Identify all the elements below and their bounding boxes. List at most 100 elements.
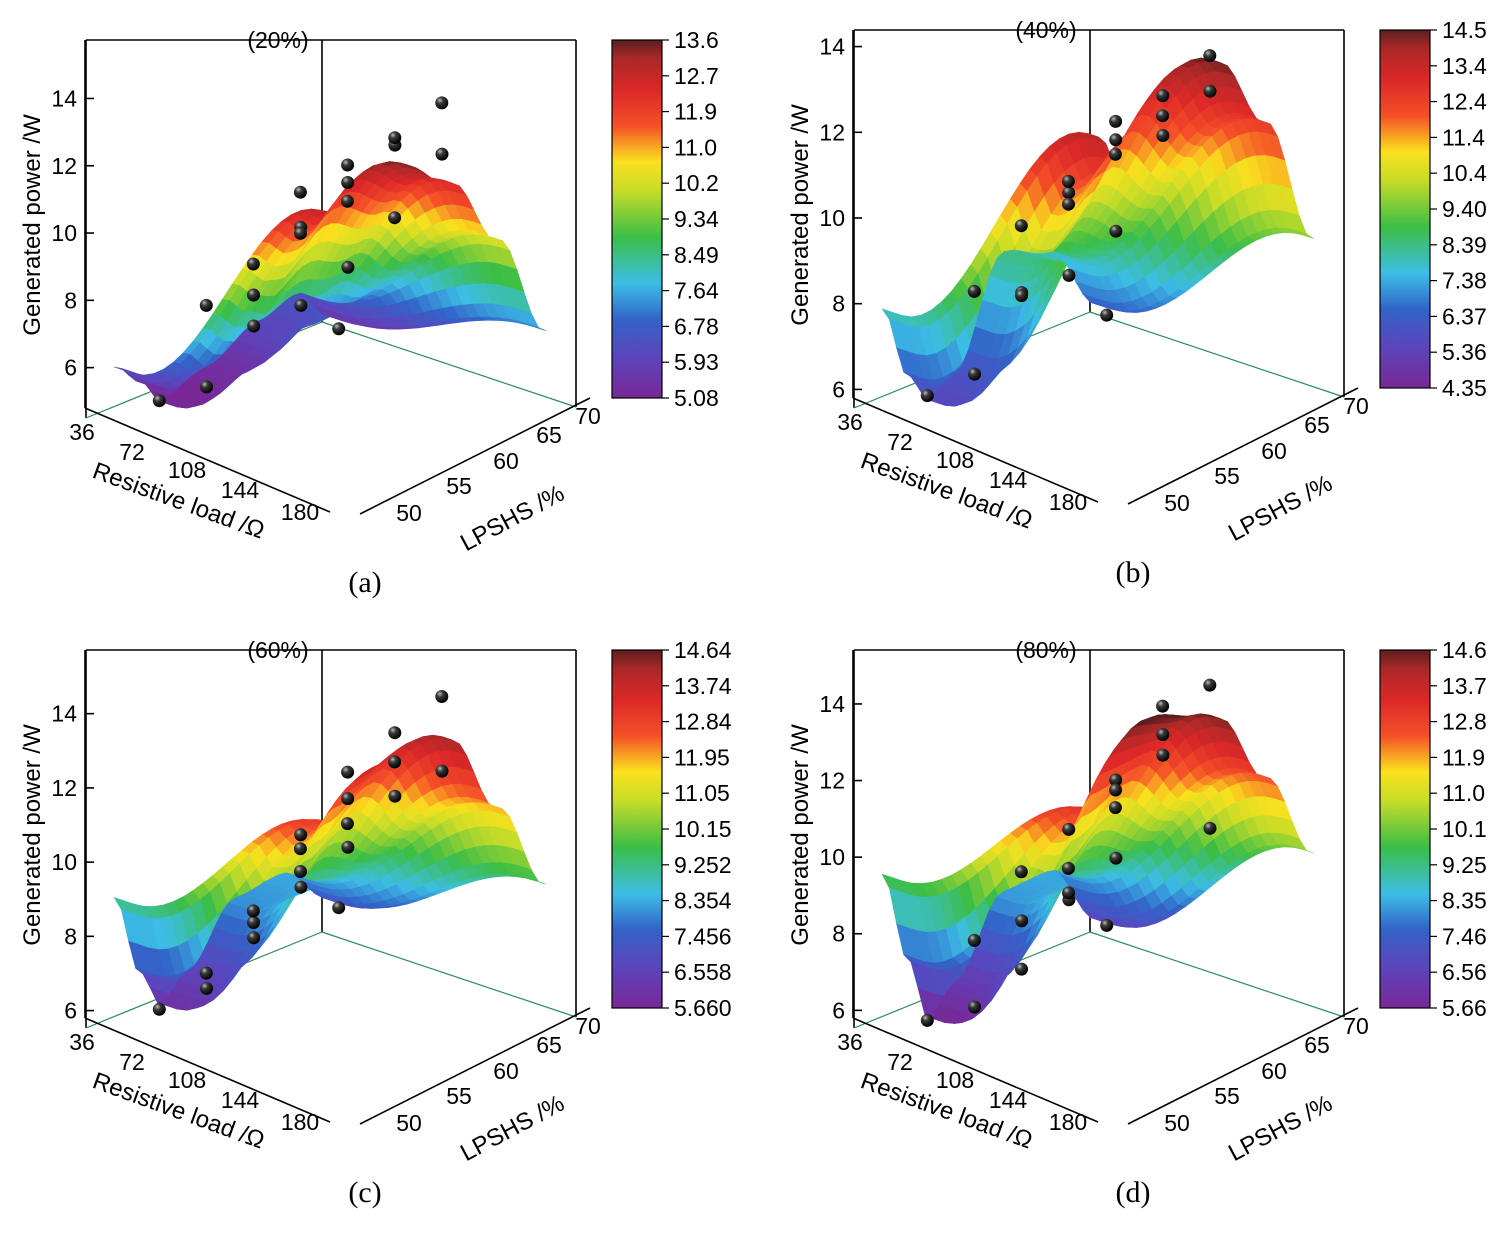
x-axis-line [84,1017,331,1123]
data-point [332,901,346,915]
colorbar-tick-label: 9.252 [674,852,732,878]
data-point [435,147,449,161]
z-tick-label: 10 [819,205,845,231]
data-point [1156,728,1170,741]
data-point [294,865,307,878]
data-point [968,367,981,381]
colorbar-tick-label: 13.6 [674,27,719,53]
data-point [1203,821,1217,835]
z-tick-label: 10 [51,220,77,246]
surface [113,734,546,1011]
y-tick-label: 60 [1261,1058,1287,1084]
data-point [340,194,354,208]
colorbar-tick-label: 11.05 [674,780,730,806]
x-tick-label: 108 [168,1067,206,1093]
data-point [967,284,981,298]
z-tick-label: 14 [51,701,77,727]
z-tick-label: 14 [819,34,845,60]
z-tick-label: 8 [64,287,77,313]
colorbar-tick-label: 14.6 [1442,637,1487,663]
data-point [1014,865,1028,879]
colorbar-tick-label: 12.84 [674,709,732,735]
data-point [435,764,449,778]
data-point [1109,783,1123,797]
colorbar-tick-label: 8.49 [674,242,719,268]
colorbar-tick-label: 11.9 [674,99,717,125]
colorbar: 14.6 13.7 12.8 11.9 11.0 10.1 9.25 8.35 7.46 6.56… [1379,637,1487,1021]
colorbar-tick-label: 7.64 [674,278,719,304]
y-tick-label: 55 [446,1083,472,1109]
data-point [1156,699,1170,713]
colorbar-tick-label: 13.4 [1442,53,1487,79]
x-axis-line [852,397,1099,503]
y-tick-label: 60 [493,448,519,474]
z-axis-label: Generated power /W [787,104,814,326]
colorbar-tick-label: 9.34 [674,206,719,232]
colorbar-tick-label: 5.36 [1442,339,1487,365]
colorbar-tick-label: 5.08 [674,385,719,411]
colorbar-tick-label: 11.0 [1442,780,1485,806]
surface [881,57,1314,407]
z-tick-label: 14 [819,691,845,717]
surface-cell [322,896,340,902]
data-point [1109,224,1123,238]
colorbar-tick-label: 7.46 [1442,923,1487,949]
colorbar-tick-label: 12.8 [1442,709,1487,735]
data-point [1203,49,1217,63]
data-point [341,840,355,854]
data-point [293,185,307,199]
colorbar-tick-label: 10.2 [674,170,719,196]
x-tick-label: 108 [168,457,206,483]
x-tick-label: 144 [989,1087,1028,1113]
x-tick-label: 108 [936,447,974,473]
surface-cell [322,313,340,320]
data-point [152,394,166,408]
data-point [1061,174,1075,188]
y-tick-label: 70 [575,1013,601,1039]
z-tick-label: 6 [64,355,77,381]
data-point [199,966,213,980]
y-tick-label: 70 [1343,1013,1369,1039]
data-point [1062,197,1075,211]
data-point [341,765,355,779]
data-point [152,1002,166,1016]
data-point [1062,886,1075,900]
colorbar-tick-label: 10.4 [1442,160,1487,186]
z-tick-label: 10 [51,849,77,875]
colorbar-tick-label: 6.37 [1442,303,1487,329]
colorbar-tick-label: 13.74 [674,673,732,699]
chart-title: (60%) [247,637,308,663]
x-tick-label: 36 [837,1029,863,1055]
z-tick-label: 6 [64,998,77,1024]
y-tick-label: 50 [396,500,422,526]
z-axis: 6 8 10 12 14 Generated power /W [787,30,862,402]
data-point [1203,84,1217,98]
data-point [435,96,449,110]
y-tick-label: 60 [1261,438,1287,464]
z-axis-label: Generated power /W [19,724,46,946]
z-tick-label: 12 [819,768,845,794]
axes-frame [85,649,577,1028]
colorbar-tick-label: 7.38 [1442,268,1487,294]
data-point [1062,268,1076,282]
colorbar: 14.64 13.74 12.84 11.95 11.05 10.15 9.252 8.354… [611,637,732,1021]
colorbar-tick-label: 6.78 [674,313,719,339]
y-tick-label: 70 [1343,393,1369,419]
data-point [1015,914,1029,928]
data-point [1015,962,1028,976]
colorbar-tick-label: 8.354 [674,888,732,914]
data-point [247,288,260,302]
data-point [388,789,402,803]
surface [114,161,546,409]
data-point [341,158,355,172]
chart-title: (40%) [1015,17,1076,43]
data-point [294,880,308,894]
y-tick-label: 50 [396,1110,422,1136]
data-point [200,981,213,995]
data-point [294,226,307,240]
y-axis-line [359,1007,591,1125]
data-points [920,678,1217,1027]
data-point [247,319,261,333]
